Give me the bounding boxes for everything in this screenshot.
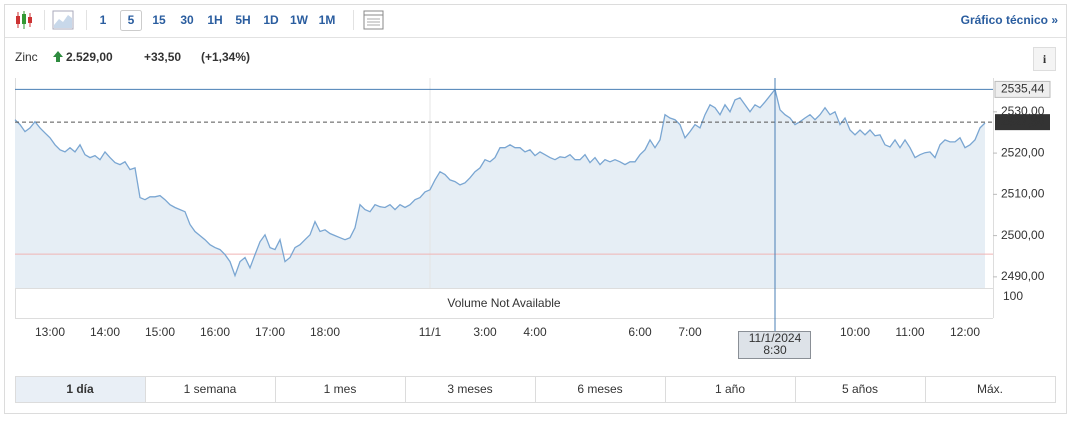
- y-tick-label: 2490,00: [1001, 269, 1045, 283]
- range-tab-label[interactable]: 6 meses: [577, 382, 622, 396]
- high-label-box: [994, 80, 1051, 98]
- interval-button[interactable]: 1H: [207, 13, 222, 27]
- interval-button[interactable]: 1D: [263, 13, 279, 27]
- range-tab-label[interactable]: Máx.: [977, 382, 1003, 396]
- technical-chart-link[interactable]: Gráfico técnico »: [961, 13, 1059, 27]
- range-tab[interactable]: [405, 376, 536, 403]
- x-tick-label: 13:00: [35, 325, 65, 339]
- x-tick-label: 17:00: [255, 325, 285, 339]
- last-label: 2527,50: [1001, 114, 1045, 128]
- x-tick-label: 3:00: [473, 325, 497, 339]
- instrument-name: Zinc: [15, 50, 38, 64]
- interval-button[interactable]: 1W: [290, 13, 309, 27]
- interval-button[interactable]: 1: [100, 13, 107, 27]
- x-tick-label: 16:00: [200, 325, 230, 339]
- info-icon: i: [1043, 52, 1047, 66]
- volume-message: Volume Not Available: [447, 296, 561, 310]
- up-arrow: [53, 51, 63, 62]
- change-percent: (+1,34%): [201, 50, 250, 64]
- interval-button[interactable]: 5H: [235, 13, 250, 27]
- price: 2.529,00: [66, 50, 113, 64]
- y-tick-label: 2520,00: [1001, 145, 1045, 159]
- x-tick-label: 6:00: [628, 325, 652, 339]
- interval-button[interactable]: 5: [128, 13, 135, 27]
- x-tick-label: 18:00: [310, 325, 340, 339]
- x-tick-label: 10:00: [840, 325, 870, 339]
- high-label: 2535,44: [1001, 82, 1045, 96]
- layout-icon[interactable]: [363, 10, 384, 30]
- x-tick-label: 7:00: [678, 325, 702, 339]
- x-tick-label: 4:00: [523, 325, 547, 339]
- y-tick-label: 2500,00: [1001, 228, 1045, 242]
- info-button[interactable]: [1033, 47, 1056, 71]
- range-tab-label[interactable]: 1 semana: [184, 382, 237, 396]
- x-tick-label: 12:00: [950, 325, 980, 339]
- crosshair-time: 8:30: [763, 343, 787, 357]
- price-area: [15, 89, 985, 289]
- x-tick-label: 11:00: [895, 325, 924, 339]
- crosshair-date: 11/1/2024: [749, 331, 802, 345]
- range-tab-label[interactable]: 1 día: [66, 382, 94, 396]
- range-tab[interactable]: [795, 376, 926, 403]
- x-tick-label: 15:00: [145, 325, 175, 339]
- area-icon[interactable]: [52, 10, 74, 30]
- volume-tick-label: 100: [1003, 289, 1023, 303]
- range-tab[interactable]: [535, 376, 666, 403]
- range-tab[interactable]: [925, 376, 1056, 403]
- interval-button[interactable]: 15: [152, 13, 166, 27]
- x-tick-label: 11/1: [419, 325, 442, 339]
- range-tab-label[interactable]: 1 año: [715, 382, 745, 396]
- candle-icon[interactable]: [16, 11, 32, 29]
- x-tick-label: 14:00: [90, 325, 120, 339]
- crosshair-tooltip: [738, 331, 811, 359]
- selected-interval-box: [120, 10, 142, 31]
- price-line: [14, 87, 986, 278]
- range-tab[interactable]: [665, 376, 796, 403]
- change: +33,50: [144, 50, 181, 64]
- range-tab[interactable]: [275, 376, 406, 403]
- range-tab[interactable]: [15, 376, 146, 403]
- last-label-box: [995, 114, 1050, 131]
- interval-button[interactable]: 30: [180, 13, 194, 27]
- range-tab-label[interactable]: 3 meses: [447, 382, 492, 396]
- y-tick-label: 2510,00: [1001, 187, 1045, 201]
- range-tab-label[interactable]: 1 mes: [324, 382, 357, 396]
- range-tab[interactable]: [145, 376, 276, 403]
- interval-button[interactable]: 1M: [319, 13, 336, 27]
- range-tab-label[interactable]: 5 años: [842, 382, 878, 396]
